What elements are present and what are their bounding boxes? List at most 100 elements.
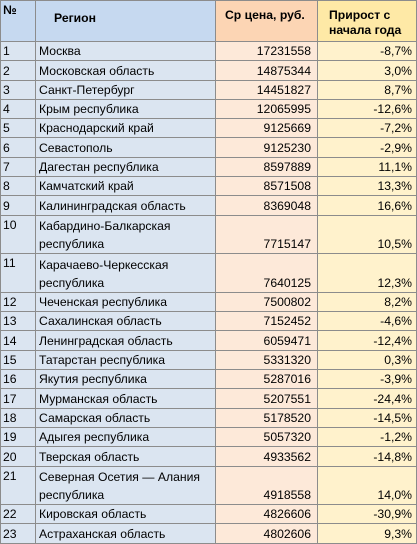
- row-number: 20: [0, 446, 36, 467]
- row-number: 13: [0, 311, 36, 332]
- row-price: 5057320: [215, 426, 318, 448]
- table-row: 13 Сахалинская область 7152452 -4,6%: [0, 311, 417, 332]
- table-row: 15 Татарстан республика 5331320 0,3%: [0, 349, 417, 371]
- row-number: 14: [0, 330, 36, 351]
- row-region: Кабардино-Балкарская республика: [35, 214, 216, 255]
- row-growth: 14,0%: [317, 465, 417, 506]
- table-row: 7 Дагестан республика 8597889 11,1%: [0, 156, 417, 178]
- row-number: 18: [0, 407, 36, 428]
- header-region: Регион: [35, 0, 216, 42]
- row-region: Ленинградская область: [35, 330, 216, 351]
- row-price: 5331320: [215, 349, 318, 371]
- row-region: Камчатский край: [35, 176, 216, 197]
- row-growth: -1,2%: [317, 426, 417, 448]
- table-row: 16 Якутия республика 5287016 -3,9%: [0, 369, 417, 390]
- row-growth: -3,9%: [317, 369, 417, 390]
- row-growth: -24,4%: [317, 388, 417, 409]
- row-region: Краснодарский край: [35, 118, 216, 139]
- table-row: 4 Крым республика 12065995 -12,6%: [0, 98, 417, 120]
- row-number: 9: [0, 195, 36, 216]
- row-price: 7152452: [215, 311, 318, 332]
- row-number: 8: [0, 176, 36, 197]
- row-price: 7715147: [215, 214, 318, 255]
- row-region: Калининградская область: [35, 195, 216, 216]
- row-region: Самарская область: [35, 407, 216, 428]
- header-number: №: [0, 0, 36, 42]
- row-price: 6059471: [215, 330, 318, 351]
- row-number: 4: [0, 98, 36, 120]
- row-region: Московская область: [35, 60, 216, 81]
- header-row: № Регион Ср цена, руб. Прирост с начала …: [0, 0, 417, 42]
- row-number: 21: [0, 465, 36, 506]
- table-row: 20 Тверская область 4933562 -14,8%: [0, 446, 417, 467]
- row-growth: -30,9%: [317, 504, 417, 525]
- table-row: 3 Санкт-Петербург 14451827 8,7%: [0, 79, 417, 100]
- row-region: Кировская область: [35, 504, 216, 525]
- row-growth: 10,5%: [317, 214, 417, 255]
- row-growth: -4,6%: [317, 311, 417, 332]
- row-region: Астраханская область: [35, 523, 216, 544]
- row-growth: -12,6%: [317, 98, 417, 120]
- row-price: 7640125: [215, 253, 318, 293]
- row-number: 5: [0, 118, 36, 139]
- row-price: 9125230: [215, 137, 318, 158]
- header-growth: Прирост с начала года: [317, 0, 417, 42]
- row-price: 12065995: [215, 98, 318, 120]
- row-number: 3: [0, 79, 36, 100]
- row-region: Санкт-Петербург: [35, 79, 216, 100]
- row-price: 4826606: [215, 504, 318, 525]
- table-row: 11 Карачаево-Черкесская республика 7640125…: [0, 253, 417, 293]
- row-growth: 8,2%: [317, 291, 417, 313]
- row-region: Татарстан республика: [35, 349, 216, 371]
- row-number: 7: [0, 156, 36, 178]
- row-growth: 11,1%: [317, 156, 417, 178]
- row-growth: 0,3%: [317, 349, 417, 371]
- row-region: Дагестан республика: [35, 156, 216, 178]
- row-region: Сахалинская область: [35, 311, 216, 332]
- row-region: Крым республика: [35, 98, 216, 120]
- row-number: 11: [0, 253, 36, 293]
- table-row: 9 Калининградская область 8369048 16,6%: [0, 195, 417, 216]
- row-price: 8369048: [215, 195, 318, 216]
- row-number: 23: [0, 523, 36, 544]
- table-row: 18 Самарская область 5178520 -14,5%: [0, 407, 417, 428]
- table-row: 5 Краснодарский край 9125669 -7,2%: [0, 118, 417, 139]
- row-price: 4802606: [215, 523, 318, 544]
- row-region: Чеченская республика: [35, 291, 216, 313]
- row-number: 15: [0, 349, 36, 371]
- row-number: 6: [0, 137, 36, 158]
- row-growth: -8,7%: [317, 40, 417, 62]
- row-price: 17231558: [215, 40, 318, 62]
- row-growth: 8,7%: [317, 79, 417, 100]
- row-growth: -14,5%: [317, 407, 417, 428]
- table-row: 1 Москва 17231558 -8,7%: [0, 40, 417, 62]
- row-number: 17: [0, 388, 36, 409]
- row-growth: 3,0%: [317, 60, 417, 81]
- row-price: 5287016: [215, 369, 318, 390]
- row-price: 14451827: [215, 79, 318, 100]
- row-number: 2: [0, 60, 36, 81]
- table-row: 10 Кабардино-Балкарская республика 7715147…: [0, 214, 417, 255]
- row-growth: -7,2%: [317, 118, 417, 139]
- row-growth: 16,6%: [317, 195, 417, 216]
- row-price: 8597889: [215, 156, 318, 178]
- row-number: 22: [0, 504, 36, 525]
- row-number: 16: [0, 369, 36, 390]
- row-region: Севастополь: [35, 137, 216, 158]
- row-growth: -12,4%: [317, 330, 417, 351]
- row-number: 1: [0, 40, 36, 62]
- row-number: 12: [0, 291, 36, 313]
- row-number: 10: [0, 214, 36, 255]
- table-row: 17 Мурманская область 5207551 -24,4%: [0, 388, 417, 409]
- table-row: 2 Московская область 14875344 3,0%: [0, 60, 417, 81]
- table-row: 8 Камчатский край 8571508 13,3%: [0, 176, 417, 197]
- row-price: 9125669: [215, 118, 318, 139]
- row-price: 4918558: [215, 465, 318, 506]
- row-growth: -2,9%: [317, 137, 417, 158]
- table-row: 21 Северная Осетия — Алания республика 491…: [0, 465, 417, 506]
- row-price: 7500802: [215, 291, 318, 313]
- row-region: Тверская область: [35, 446, 216, 467]
- row-growth: 12,3%: [317, 253, 417, 293]
- row-price: 14875344: [215, 60, 318, 81]
